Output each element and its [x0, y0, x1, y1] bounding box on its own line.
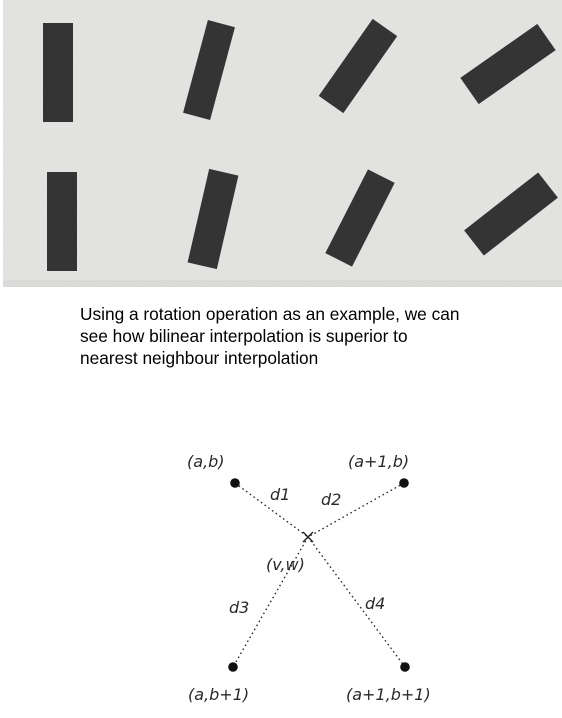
rotated-bar-0deg-bottom [47, 172, 77, 271]
sample-point-top-left [230, 478, 240, 488]
caption-line-3: nearest neighbour interpolation [80, 348, 319, 368]
interpolated-point-marker [302, 531, 314, 543]
corner-label-bottom-left: (a,b+1) [188, 685, 249, 704]
sample-point-bottom-right [400, 662, 410, 672]
rotated-bar-55deg-bottom [464, 172, 558, 256]
corner-label-bottom-right: (a+1,b+1) [346, 685, 431, 704]
nearest-neighbour-row [47, 168, 558, 271]
rotated-bar-0deg-top [43, 23, 73, 122]
bilinear-row [43, 18, 556, 122]
rotated-bar-55deg-top [460, 23, 556, 105]
caption-line-1: Using a rotation operation as an example… [80, 304, 460, 324]
distance-label-d2: d2 [321, 490, 341, 509]
corner-label-top-right: (a+1,b) [348, 452, 409, 471]
distance-line-bottom-right [307, 536, 406, 668]
distance-label-d4: d4 [365, 594, 385, 613]
sample-point-bottom-left [228, 662, 238, 672]
caption-line-2: see how bilinear interpolation is superi… [80, 326, 408, 346]
rotated-bar-30deg-top [318, 18, 398, 114]
distance-label-d3: d3 [229, 598, 249, 617]
distance-line-top-left [234, 482, 309, 538]
center-label: (v,w) [266, 555, 305, 574]
distance-label-d1: d1 [270, 485, 290, 504]
rotated-bar-15deg-bottom [187, 168, 239, 270]
rotation-comparison-photo [3, 0, 562, 287]
sample-point-top-right [399, 478, 409, 488]
distance-line-bottom-left [232, 536, 309, 668]
rotated-bar-15deg-top [183, 20, 235, 120]
corner-label-top-left: (a,b) [187, 452, 225, 471]
caption: Using a rotation operation as an example… [80, 303, 550, 369]
rotated-bar-30deg-bottom [325, 169, 395, 267]
